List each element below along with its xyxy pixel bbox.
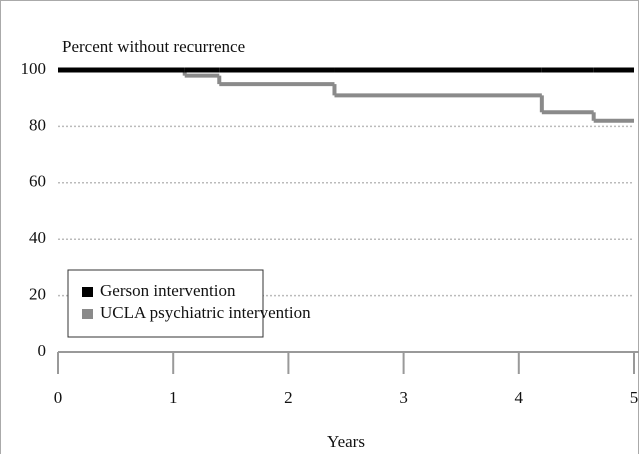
y-tick-label: 20	[29, 285, 46, 304]
y-tick-label: 40	[29, 228, 46, 247]
legend-swatch	[82, 287, 93, 297]
legend-box	[67, 269, 264, 338]
y-axis-label: Percent without recurrence	[62, 37, 245, 56]
x-axis-label: Years	[327, 432, 365, 451]
y-tick-label: 0	[38, 341, 47, 360]
y-tick-label: 80	[29, 115, 46, 134]
x-tick-label: 0	[54, 388, 63, 407]
x-tick-label: 2	[284, 388, 293, 407]
y-tick-label: 60	[29, 172, 46, 191]
legend-label: Gerson intervention	[100, 281, 236, 300]
x-tick-label: 1	[169, 388, 178, 407]
legend-label: UCLA psychiatric intervention	[100, 303, 311, 322]
y-tick-label: 100	[21, 59, 47, 78]
legend-swatch	[82, 309, 93, 319]
x-tick-label: 3	[399, 388, 408, 407]
x-tick-label: 4	[515, 388, 524, 407]
x-tick-label: 5	[630, 388, 639, 407]
